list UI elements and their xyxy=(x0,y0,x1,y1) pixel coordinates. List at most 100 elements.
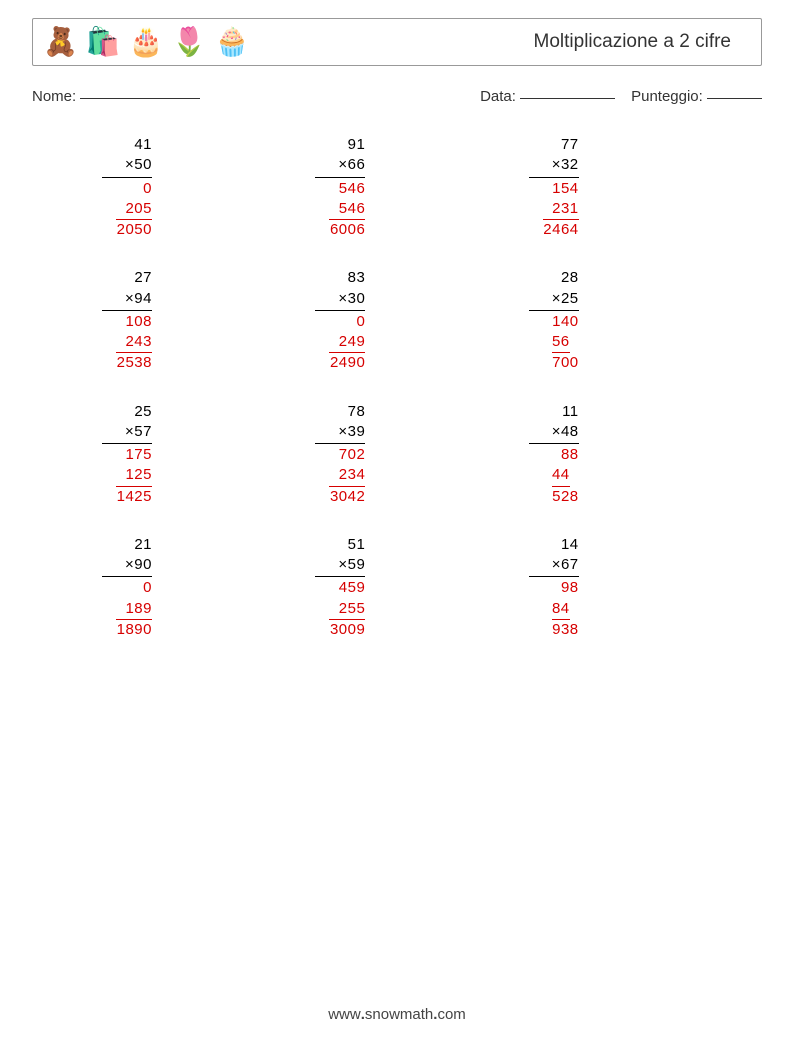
problem-rule xyxy=(529,310,579,311)
problem-line: 546 xyxy=(315,179,365,199)
problem-rule xyxy=(315,443,365,444)
problem-partial2: 231 xyxy=(529,199,579,220)
problem-line: 1890 xyxy=(102,620,152,640)
problem-partial2: 44 xyxy=(529,465,579,486)
problem: 83×30 02492490 xyxy=(315,268,488,373)
problem-line: 2538 xyxy=(102,353,152,373)
page-title: Moltiplicazione a 2 cifre xyxy=(534,31,731,53)
problem-partial2: 243 xyxy=(102,332,152,353)
problem-line: 14 xyxy=(529,535,579,555)
problem-line: ×94 xyxy=(102,289,152,309)
problem-rule xyxy=(102,177,152,178)
footer-tld: com xyxy=(437,1006,465,1023)
footer-domain: snowmath xyxy=(365,1006,433,1023)
problem-line: 21 xyxy=(102,535,152,555)
problem-line: 2490 xyxy=(315,353,365,373)
label-name: Nome: xyxy=(32,88,76,105)
blank-name xyxy=(80,98,200,99)
problem-line: 140 xyxy=(529,312,579,332)
problem-line: 0 xyxy=(315,312,365,332)
problem-rule xyxy=(102,310,152,311)
problem-partial2: 546 xyxy=(315,199,365,220)
icon-cupcake: 🧁 xyxy=(215,28,250,56)
problem: 77×321542312464 xyxy=(529,135,702,240)
problem-rule xyxy=(102,443,152,444)
problem-rule xyxy=(102,576,152,577)
problems-grid: 41×500205205091×66546546600677×321542312… xyxy=(32,135,762,640)
problem-partial2: 56 xyxy=(529,332,579,353)
icon-bear: 🧸 xyxy=(43,28,78,56)
problem-rule xyxy=(315,177,365,178)
problem-line: 702 xyxy=(315,445,365,465)
problem-partial2: 125 xyxy=(102,465,152,486)
problem-rule xyxy=(315,576,365,577)
problem-line: 2464 xyxy=(529,220,579,240)
header-icons: 🧸 🛍️ 🎂 🌷 🧁 xyxy=(43,28,249,56)
problem-partial2: 255 xyxy=(315,599,365,620)
problem: 21×90 01891890 xyxy=(102,535,275,640)
problem-partial2: 249 xyxy=(315,332,365,353)
problem-line: ×39 xyxy=(315,422,365,442)
footer-www: www xyxy=(328,1006,361,1023)
info-row: Nome: Data: Punteggio: xyxy=(32,88,762,105)
problem: 14×679884938 xyxy=(529,535,702,640)
problem-line: 77 xyxy=(529,135,579,155)
problem-line: 91 xyxy=(315,135,365,155)
problem-line: 700 xyxy=(529,353,579,373)
problem-line: ×50 xyxy=(102,155,152,175)
problem-line: 175 xyxy=(102,445,152,465)
problem-line: 78 xyxy=(315,402,365,422)
problem: 11×48 8844528 xyxy=(529,402,702,507)
label-score: Punteggio: xyxy=(631,88,703,105)
problem: 51×59 4592553009 xyxy=(315,535,488,640)
problem-line: 83 xyxy=(315,268,365,288)
icon-cake: 🎂 xyxy=(129,28,164,56)
problem-line: ×66 xyxy=(315,155,365,175)
problem-line: ×59 xyxy=(315,555,365,575)
problem-partial2: 234 xyxy=(315,465,365,486)
problem-rule xyxy=(529,576,579,577)
problem-line: ×25 xyxy=(529,289,579,309)
problem-line: 0 xyxy=(102,179,152,199)
problem-line: 6006 xyxy=(315,220,365,240)
problem-line: 528 xyxy=(529,487,579,507)
blank-score xyxy=(707,98,762,99)
problem-line: 11 xyxy=(529,402,579,422)
icon-flower: 🌷 xyxy=(172,28,207,56)
problem-line: 25 xyxy=(102,402,152,422)
problem: 27×94 1082432538 xyxy=(102,268,275,373)
problem-partial2: 189 xyxy=(102,599,152,620)
problem-line: ×57 xyxy=(102,422,152,442)
problem-line: ×90 xyxy=(102,555,152,575)
problem-line: 28 xyxy=(529,268,579,288)
problem-line: 938 xyxy=(529,620,579,640)
problem: 25×57 1751251425 xyxy=(102,402,275,507)
problem-line: ×30 xyxy=(315,289,365,309)
problem: 91×665465466006 xyxy=(315,135,488,240)
problem-rule xyxy=(529,177,579,178)
problem-line: 27 xyxy=(102,268,152,288)
icon-bag: 🛍️ xyxy=(86,28,121,56)
problem-line: 3009 xyxy=(315,620,365,640)
problem-line: ×67 xyxy=(529,555,579,575)
problem: 41×50 02052050 xyxy=(102,135,275,240)
blank-date xyxy=(520,98,615,99)
problem-line: ×48 xyxy=(529,422,579,442)
problem-line: 51 xyxy=(315,535,365,555)
problem-line: 3042 xyxy=(315,487,365,507)
problem-line: 0 xyxy=(102,578,152,598)
problem-line: 459 xyxy=(315,578,365,598)
problem: 28×25 14056700 xyxy=(529,268,702,373)
label-date: Data: xyxy=(480,88,516,105)
problem-rule xyxy=(529,443,579,444)
problem-line: 2050 xyxy=(102,220,152,240)
problem-line: 88 xyxy=(529,445,579,465)
problem: 78×39 7022343042 xyxy=(315,402,488,507)
problem-partial2: 205 xyxy=(102,199,152,220)
problem-line: ×32 xyxy=(529,155,579,175)
problem-line: 1425 xyxy=(102,487,152,507)
problem-line: 41 xyxy=(102,135,152,155)
problem-partial2: 84 xyxy=(529,599,579,620)
header-box: 🧸 🛍️ 🎂 🌷 🧁 Moltiplicazione a 2 cifre xyxy=(32,18,762,66)
problem-line: 108 xyxy=(102,312,152,332)
